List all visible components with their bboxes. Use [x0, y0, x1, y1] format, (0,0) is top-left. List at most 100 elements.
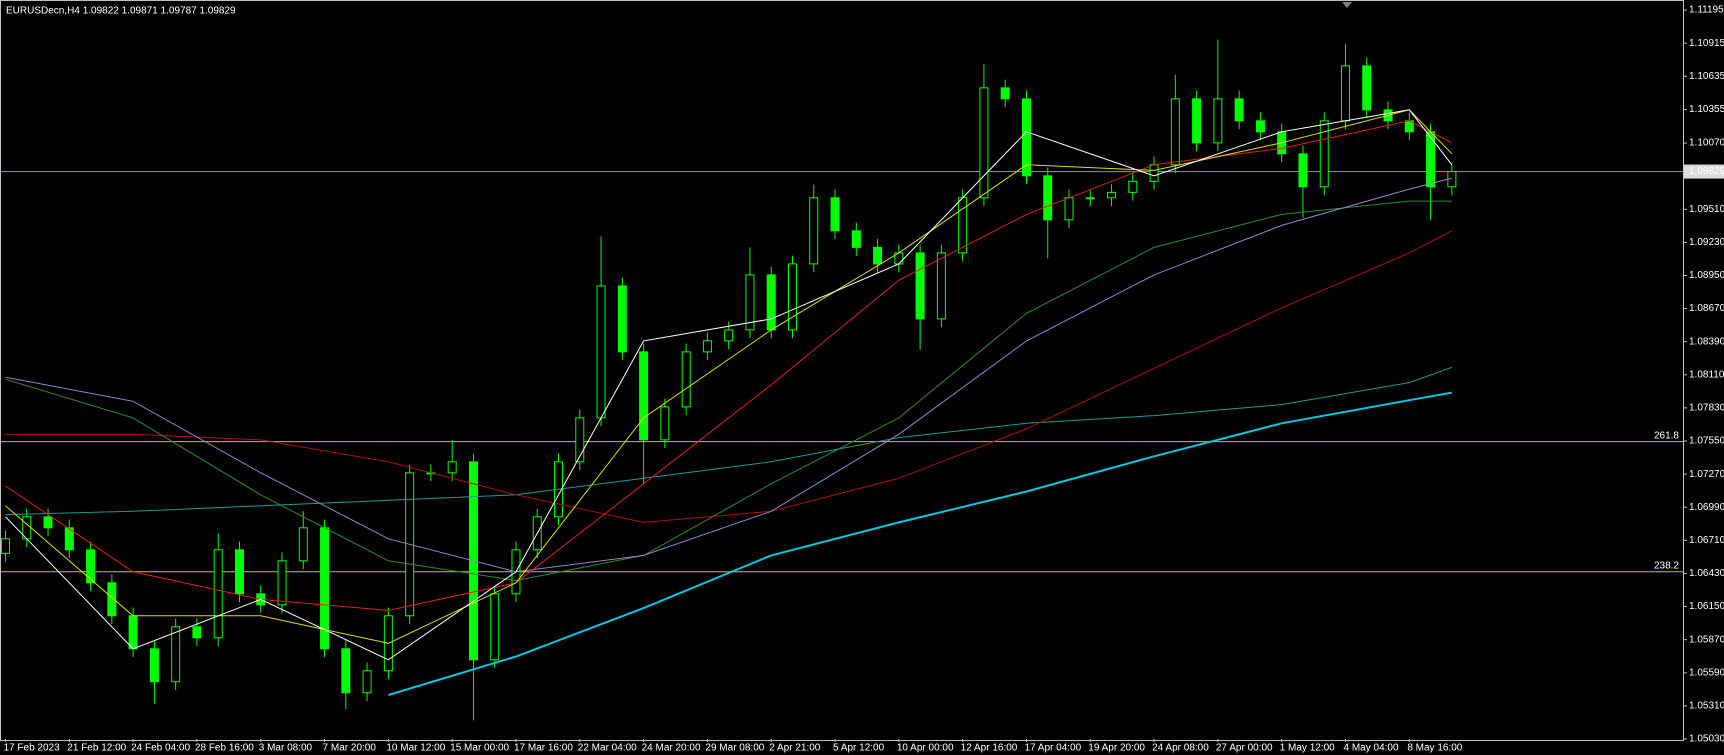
x-tick-label: 1 May 12:00 — [1280, 743, 1335, 754]
x-tick-label: 24 Mar 20:00 — [642, 743, 701, 754]
x-tick-label: 3 Mar 08:00 — [259, 743, 313, 754]
candle-body — [192, 626, 202, 639]
candle-body — [809, 197, 819, 265]
shift-marker — [1342, 2, 1352, 8]
candle-body — [149, 648, 159, 683]
y-tick-label: 1.11195 — [1689, 5, 1724, 16]
axis-layer: 1.11195 1.10915 1.10635 1.10355 1.10070 1.095… — [4, 5, 1724, 754]
candle-body — [128, 615, 138, 650]
last-price-label: 1.09829 — [1689, 166, 1724, 177]
y-tick-label: 1.10915 — [1689, 38, 1724, 49]
candle-body — [915, 252, 925, 320]
y-tick-label: 1.10355 — [1689, 104, 1724, 115]
x-tick-label: 22 Mar 04:00 — [578, 743, 637, 754]
candle-body — [171, 626, 181, 683]
plot-frame — [0, 0, 1684, 741]
candle-body — [1149, 164, 1159, 182]
candle-body — [1128, 180, 1138, 193]
candle-body — [851, 230, 861, 248]
y-tick-label: 1.07830 — [1689, 403, 1724, 414]
candle-body — [298, 527, 308, 562]
moving-average — [5, 366, 1453, 516]
candle-body — [43, 516, 53, 529]
x-tick-label: 4 May 04:00 — [1344, 743, 1399, 754]
candle-body — [660, 406, 670, 441]
candle-body — [1298, 153, 1308, 188]
y-tick-label: 1.08950 — [1689, 270, 1724, 281]
last-price-tag — [1684, 164, 1724, 179]
candle-body — [681, 351, 691, 408]
x-tick-label: 8 May 16:00 — [1407, 743, 1462, 754]
moving-average — [388, 391, 1453, 696]
candle-body — [86, 549, 96, 584]
candle-body — [1043, 175, 1053, 221]
candle-body — [1234, 98, 1244, 122]
candle-body — [1426, 131, 1436, 188]
y-tick-label: 1.07550 — [1689, 436, 1724, 447]
x-tick-label: 5 Apr 12:00 — [833, 743, 885, 754]
candle-body — [447, 461, 457, 474]
candle-body — [277, 560, 287, 606]
candle-body — [1107, 191, 1117, 199]
y-tick-label: 1.08110 — [1689, 369, 1724, 380]
x-tick-label: 17 Mar 16:00 — [514, 743, 573, 754]
candle-body — [617, 285, 627, 353]
y-tick-label: 1.06990 — [1689, 502, 1724, 513]
x-tick-label: 7 Mar 20:00 — [323, 743, 377, 754]
candle-layer — [1, 39, 1457, 721]
candle-body — [575, 417, 585, 463]
candle-body — [1021, 98, 1031, 177]
candle-body — [766, 274, 776, 331]
candle-body — [490, 593, 500, 661]
x-tick-label: 19 Apr 20:00 — [1088, 743, 1145, 754]
x-tick-label: 17 Feb 2023 — [4, 743, 61, 754]
moving-average — [5, 109, 1453, 661]
candle-body — [64, 527, 74, 551]
candle-body — [1170, 98, 1180, 166]
x-tick-label: 15 Mar 00:00 — [450, 743, 509, 754]
candle-body — [1255, 120, 1265, 133]
y-tick-label: 1.08390 — [1689, 336, 1724, 347]
fibo-label: 238.2 — [1654, 560, 1679, 571]
x-tick-label: 24 Apr 08:00 — [1152, 743, 1209, 754]
x-tick-label: 17 Apr 04:00 — [1024, 743, 1081, 754]
y-tick-label: 1.09510 — [1689, 204, 1724, 215]
y-tick-label: 1.05870 — [1689, 634, 1724, 645]
candle-body — [1319, 120, 1329, 188]
x-tick-label: 28 Feb 16:00 — [195, 743, 254, 754]
x-tick-label: 2 Apr 21:00 — [769, 743, 821, 754]
candle-body — [1341, 65, 1351, 122]
candle-body — [107, 582, 117, 617]
candle-body — [1000, 87, 1010, 100]
moving-average — [5, 200, 1452, 582]
fibo-label: 261.8 — [1654, 430, 1679, 441]
candle-body — [1213, 98, 1223, 144]
candle-body — [1, 538, 10, 554]
candle-body — [213, 549, 223, 639]
candle-body — [702, 340, 712, 353]
x-tick-label: 27 Apr 00:00 — [1216, 743, 1273, 754]
y-tick-label: 1.05310 — [1689, 701, 1724, 712]
y-tick-label: 1.06430 — [1689, 568, 1724, 579]
y-tick-label: 1.10635 — [1689, 71, 1724, 82]
candle-body — [1064, 197, 1074, 221]
candle-body — [596, 285, 606, 419]
moving-average — [5, 109, 1453, 644]
y-tick-label: 1.06150 — [1689, 601, 1724, 612]
candle-body — [979, 87, 989, 199]
x-tick-label: 21 Feb 12:00 — [67, 743, 126, 754]
y-tick-label: 1.10070 — [1689, 138, 1724, 149]
candle-body — [1362, 65, 1372, 111]
x-tick-label: 29 Mar 08:00 — [705, 743, 764, 754]
candle-body — [234, 549, 244, 595]
candle-body — [787, 263, 797, 331]
candle-body — [1192, 98, 1202, 144]
chart-title: EURUSDecn,H4 1.09822 1.09871 1.09787 1.0… — [6, 6, 236, 17]
y-tick-label: 1.06710 — [1689, 535, 1724, 546]
y-tick-label: 1.09230 — [1689, 237, 1724, 248]
candle-body — [724, 329, 734, 342]
candle-body — [341, 648, 351, 694]
